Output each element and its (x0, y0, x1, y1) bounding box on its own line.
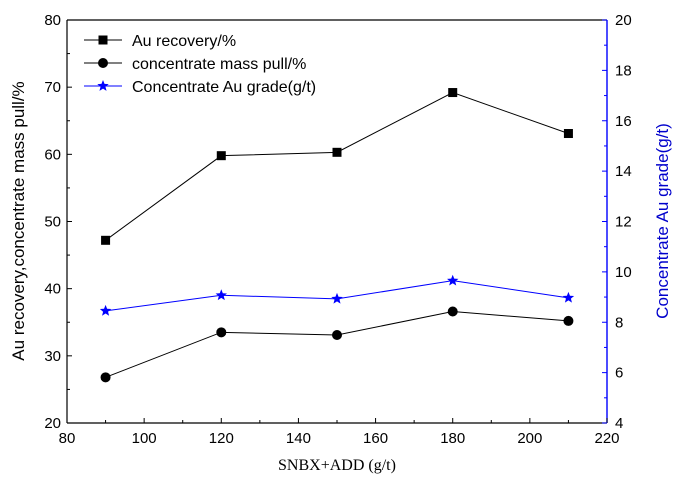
legend-entry: Concentrate Au grade(g/t) (84, 79, 316, 96)
data-point (562, 291, 575, 303)
y2-tick-label: 4 (615, 415, 623, 432)
x-tick-label: 180 (440, 430, 465, 447)
legend-label: Au recovery/% (132, 33, 236, 50)
data-point (447, 306, 458, 317)
y-tick-label: 50 (44, 214, 61, 231)
y-tick-label: 80 (44, 12, 61, 29)
data-point (563, 129, 573, 139)
x-tick-label: 80 (59, 430, 76, 447)
series-star (99, 274, 575, 316)
x-tick-label: 160 (363, 430, 388, 447)
y2-axis-ticks: 4 6 8 10 12 14 16 18 20 (602, 12, 632, 432)
y2-tick-label: 8 (615, 314, 623, 331)
x-tick-label: 140 (286, 430, 311, 447)
data-point (447, 274, 459, 286)
y-tick-label: 60 (44, 146, 61, 163)
series-square (101, 88, 573, 245)
data-point (216, 151, 226, 161)
legend-label: Concentrate Au grade(g/t) (132, 79, 316, 96)
y-axis-ticks: 20 30 40 50 60 70 80 (44, 12, 72, 432)
legend-marker (97, 80, 109, 91)
y2-tick-label: 20 (615, 12, 632, 29)
x-tick-label: 200 (517, 430, 542, 447)
legend-label: concentrate mass pull/% (132, 56, 306, 73)
x-tick-label: 220 (594, 430, 619, 447)
y2-tick-label: 6 (615, 365, 623, 382)
series-line (105, 310, 569, 378)
data-point (448, 88, 458, 98)
series-line (105, 91, 569, 241)
x-axis-title: SNBX+ADD (g/t) (278, 457, 396, 474)
y-tick-label: 40 (44, 281, 61, 298)
y2-tick-label: 14 (615, 163, 632, 180)
data-point (215, 289, 227, 301)
x-axis-ticks: 80 100 120 140 160 180 200 220 (59, 418, 620, 447)
legend-entry: Au recovery/% (84, 33, 236, 50)
y2-axis-title: Concentrate Au grade(g/t) (653, 123, 672, 319)
series-circle (100, 306, 574, 383)
data-point (563, 315, 574, 326)
y2-tick-label: 18 (615, 62, 632, 79)
legend: Au recovery/% concentrate mass pull/% Conc… (84, 33, 316, 96)
data-point (332, 147, 342, 157)
legend-marker (98, 58, 108, 68)
data-point (99, 304, 112, 316)
data-point (100, 372, 111, 383)
x-tick-label: 120 (209, 430, 234, 447)
y2-tick-label: 12 (615, 214, 632, 231)
y2-tick-label: 16 (615, 113, 632, 130)
y-tick-label: 30 (44, 348, 61, 365)
data-point (332, 330, 342, 341)
legend-marker (98, 35, 108, 45)
series-layer (99, 88, 575, 383)
data-point (101, 235, 111, 245)
y2-tick-label: 10 (615, 264, 632, 281)
data-point (216, 327, 227, 338)
y-tick-label: 70 (44, 79, 61, 96)
legend-entry: concentrate mass pull/% (84, 56, 306, 73)
x-tick-label: 100 (132, 430, 157, 447)
y-axis-title: Au recovery,concentrate mass pull/% (9, 81, 28, 360)
y-tick-label: 20 (44, 415, 61, 432)
data-point (331, 292, 343, 304)
